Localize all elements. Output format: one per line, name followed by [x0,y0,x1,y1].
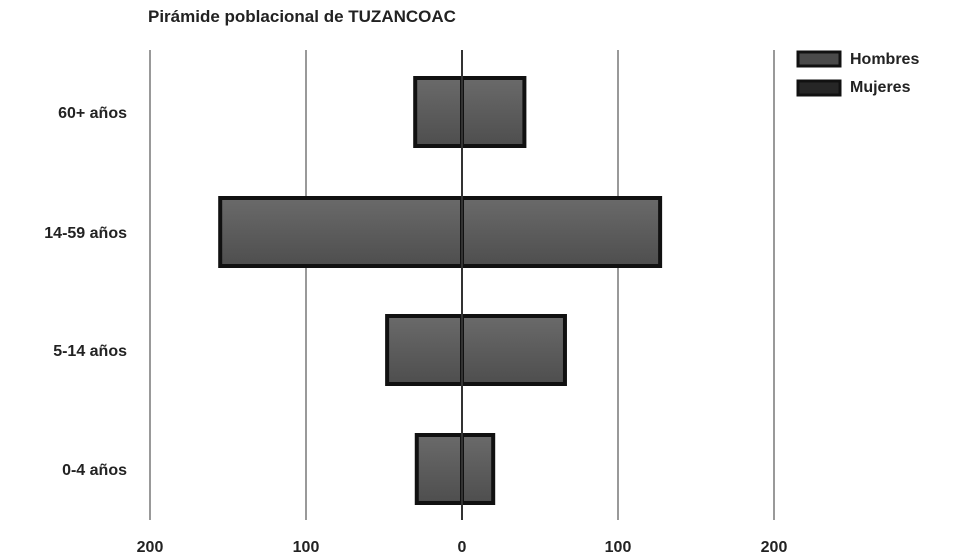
gridlines [149,50,775,520]
legend: Hombres Mujeres [796,50,919,97]
x-tick-labels: 200 100 0 100 200 [137,539,788,556]
legend-swatch-hombres [796,50,842,68]
category-label: 5-14 años [53,343,127,360]
category-label: 14-59 años [44,225,127,242]
legend-label-mujeres: Mujeres [850,79,911,96]
category-label: 60+ años [58,105,127,122]
bars-group [218,76,663,505]
bar-mujeres-3 [460,433,496,505]
bar-hombres-1 [218,196,464,268]
x-tick-label: 100 [293,539,320,556]
bar-hombres-2 [385,314,464,386]
bar-hombres-3 [414,433,465,505]
bar-mujeres-1 [460,196,663,268]
bar-mujeres-0 [460,76,527,148]
x-tick-label: 0 [458,539,467,556]
category-labels: 60+ años 14-59 años 5-14 años 0-4 años [44,105,127,479]
bar-hombres-0 [413,76,465,148]
x-tick-label: 100 [605,539,632,556]
x-tick-label: 200 [761,539,788,556]
bar-mujeres-2 [460,314,567,386]
category-label: 0-4 años [62,462,127,479]
legend-swatch-mujeres [796,79,842,97]
chart-title: Pirámide poblacional de TUZANCOAC [148,7,456,26]
x-tick-label: 200 [137,539,164,556]
legend-label-hombres: Hombres [850,51,919,68]
